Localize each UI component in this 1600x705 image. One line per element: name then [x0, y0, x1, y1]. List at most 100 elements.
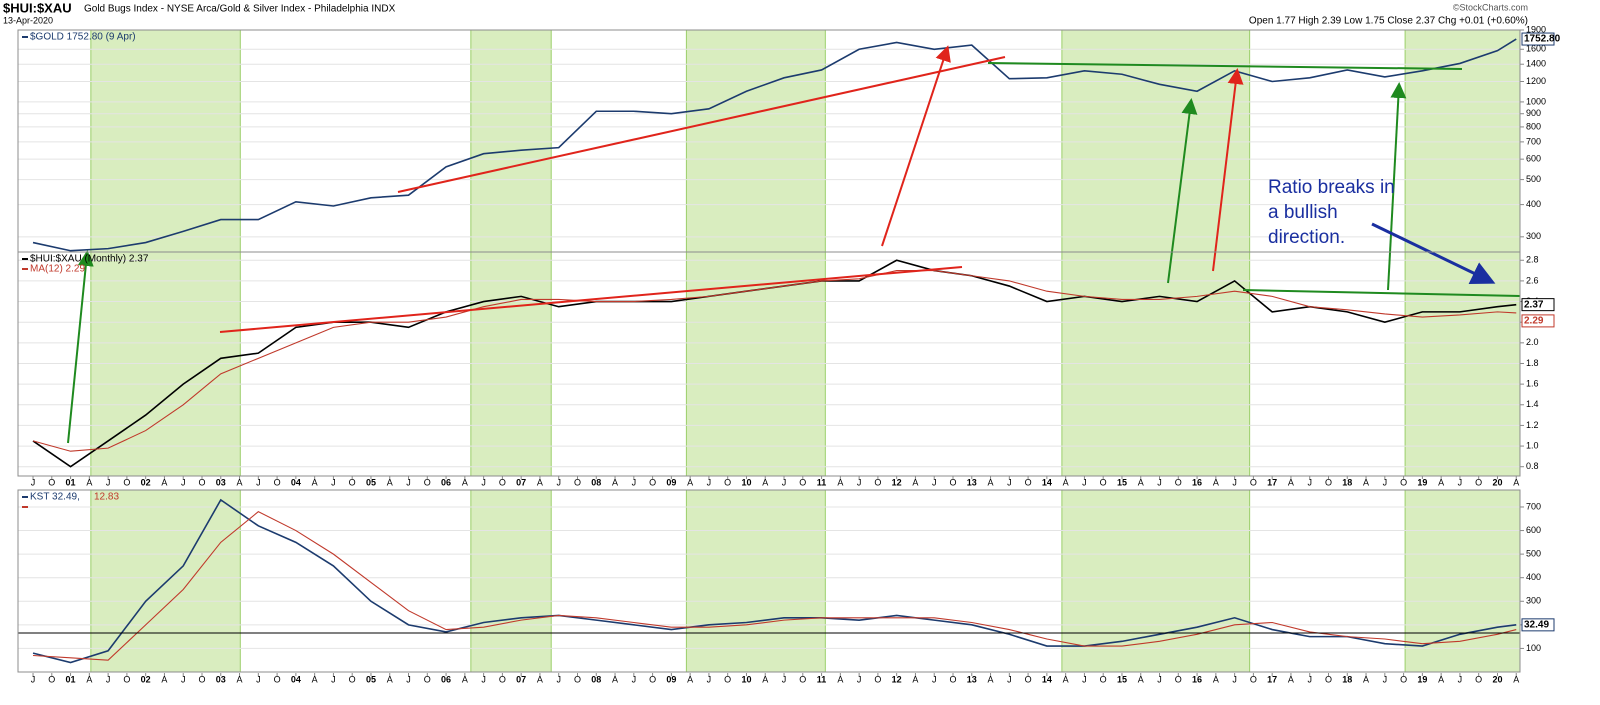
- x-tick-label: 12: [892, 674, 902, 684]
- x-tick-label: A: [387, 674, 393, 684]
- x-tick-label: J: [31, 477, 36, 487]
- x-tick-label: O: [574, 477, 581, 487]
- series-line: [32, 270, 1517, 452]
- panel-frame: [17, 489, 1521, 673]
- y-tick-label: 700: [1526, 501, 1541, 511]
- x-tick-label: J: [1082, 674, 1087, 684]
- x-tick-label: J: [782, 477, 787, 487]
- y-tick-label: 2.6: [1526, 275, 1539, 285]
- x-tick-label: O: [574, 674, 581, 684]
- y-tick-label: 1.0: [1526, 440, 1539, 450]
- x-tick-label: O: [274, 477, 281, 487]
- legend-label: $GOLD 1752.80 (9 Apr): [30, 32, 136, 43]
- y-tick-label: 1.2: [1526, 420, 1539, 430]
- x-tick-label: J: [632, 477, 637, 487]
- x-tick-label: O: [1475, 477, 1482, 487]
- series-line: [32, 38, 1517, 252]
- x-tick-label: J: [632, 674, 637, 684]
- x-tick-label: A: [537, 674, 543, 684]
- annotation-line: a bullish: [1268, 202, 1338, 223]
- x-tick-label: A: [237, 477, 243, 487]
- x-tick-label: A: [912, 674, 918, 684]
- x-tick-label: A: [837, 477, 843, 487]
- highlight-period: [90, 29, 241, 253]
- x-tick-label: O: [198, 674, 205, 684]
- x-tick-label: J: [1232, 674, 1237, 684]
- x-tick-label: A: [237, 674, 243, 684]
- x-tick-label: A: [462, 674, 468, 684]
- end-label-box: [1521, 298, 1555, 312]
- x-tick-label: A: [612, 477, 618, 487]
- x-tick-label: 20: [1492, 674, 1502, 684]
- x-tick-label: A: [1288, 674, 1294, 684]
- x-tick-label: J: [707, 477, 712, 487]
- x-tick-label: A: [1138, 674, 1144, 684]
- annotation-line: Ratio breaks in: [1268, 177, 1395, 198]
- x-tick-label: 14: [1042, 674, 1052, 684]
- x-tick-label: O: [1400, 477, 1407, 487]
- x-tick-label: O: [799, 674, 806, 684]
- end-label: 1752.80: [1524, 34, 1561, 45]
- annotation: Ratio breaks in a bullish direction.: [1268, 177, 1395, 248]
- arrow: [881, 45, 951, 247]
- highlight-period: [470, 29, 552, 253]
- x-tick-label: 01: [66, 477, 76, 487]
- x-tick-label: J: [1307, 477, 1312, 487]
- x-tick-label: A: [1438, 674, 1444, 684]
- y-tick-label: 1600: [1526, 44, 1546, 54]
- x-tick-label: 04: [291, 477, 301, 487]
- x-tick-label: A: [1513, 674, 1519, 684]
- legend-label: MA(12) 2.29: [30, 264, 85, 275]
- y-tick-label: 2.8: [1526, 255, 1539, 265]
- highlight-period: [1404, 29, 1521, 253]
- end-label: 32.49: [1524, 619, 1549, 630]
- trend-line: [219, 266, 963, 333]
- y-tick-label: 1.4: [1526, 399, 1539, 409]
- x-tick-label: J: [481, 674, 486, 684]
- panel-frame: [17, 251, 1521, 477]
- x-tick-label: J: [256, 477, 261, 487]
- x-tick-label: A: [912, 477, 918, 487]
- x-tick-label: J: [181, 674, 186, 684]
- y-tick-label: 700: [1526, 136, 1541, 146]
- legend-label: $HUI:$XAU (Monthly) 2.37: [30, 254, 149, 265]
- x-tick-label: 15: [1117, 674, 1127, 684]
- x-tick-label: J: [1307, 674, 1312, 684]
- annotation-line: direction.: [1268, 227, 1345, 248]
- highlight-period: [1404, 489, 1521, 673]
- x-tick-label: O: [274, 674, 281, 684]
- x-tick-label: A: [687, 674, 693, 684]
- x-tick-label: O: [874, 477, 881, 487]
- y-tick-label: 1200: [1526, 76, 1546, 86]
- x-tick-label: 16: [1192, 477, 1202, 487]
- x-tick-label: A: [161, 674, 167, 684]
- x-tick-label: A: [1213, 674, 1219, 684]
- end-label: 2.29: [1524, 316, 1544, 327]
- x-tick-label: A: [1063, 477, 1069, 487]
- x-tick-label: J: [31, 674, 36, 684]
- highlight-period: [1061, 251, 1251, 477]
- y-tick-label: 2.0: [1526, 337, 1539, 347]
- x-tick-label: J: [1458, 477, 1463, 487]
- y-tick-label: 500: [1526, 174, 1541, 184]
- x-tick-label: O: [48, 477, 55, 487]
- y-tick-label: 1400: [1526, 59, 1546, 69]
- arrow: [67, 250, 94, 444]
- x-tick-label: 07: [516, 674, 526, 684]
- x-tick-label: 17: [1267, 674, 1277, 684]
- x-tick-label: A: [762, 674, 768, 684]
- x-tick-label: O: [874, 674, 881, 684]
- x-tick-label: J: [782, 674, 787, 684]
- x-tick-label: 01: [66, 674, 76, 684]
- y-tick-label: 1000: [1526, 96, 1546, 106]
- x-tick-label: 15: [1117, 477, 1127, 487]
- x-tick-label: J: [556, 477, 561, 487]
- y-tick-label: 0.8: [1526, 461, 1539, 471]
- x-tick-label: J: [1383, 477, 1388, 487]
- end-label: 2.37: [1524, 299, 1544, 310]
- x-tick-label: O: [1325, 674, 1332, 684]
- legend-label: KST 32.49,: [30, 492, 80, 503]
- x-tick-label: J: [331, 674, 336, 684]
- x-tick-label: O: [424, 477, 431, 487]
- end-label-box: [1521, 32, 1555, 46]
